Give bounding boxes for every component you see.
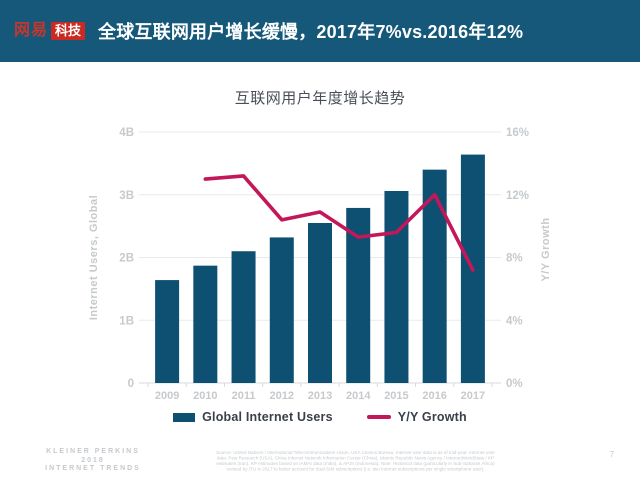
legend-item-yy-growth: Y/Y Growth [366,410,467,424]
right-axis-title: Y/Y Growth [540,217,552,281]
source-line: estimates (Iran), KP estimates based on … [216,461,495,466]
page-title: 全球互联网用户增长缓慢，2017年7%vs.2016年12% [98,22,524,42]
source-line: data: Pew Research (USA), China Internet… [216,455,495,461]
bar-2015 [384,190,409,383]
bar-2009 [155,280,180,383]
netease-tech-logo: 网易 科技 [14,22,86,40]
bar-2013 [308,222,332,383]
footer: KLEINER PERKINS 2018 INTERNET TRENDS Sou… [0,440,640,480]
right-axis-tick-label: 16% [506,127,529,139]
x-axis-label: 2016 [422,390,446,402]
bar-2014 [346,207,371,383]
legend-item-global-internet-users: Global Internet Users [173,410,333,424]
brand-line: INTERNET TRENDS [45,465,141,472]
internet-users-growth-chart: 0 0% 1B 4% 2B 8% 3B 12% 4B 16% 2009 2010 2011 2012 201… [88,127,552,402]
x-axis-label: 2017 [461,390,485,402]
x-axis-label: 2013 [308,390,332,402]
left-axis-tick-label: 0 [128,378,134,390]
page-number: 7 [609,450,615,459]
brand-line: 2018 [81,456,105,464]
chart-title: 互联网用户年度增长趋势 [234,90,406,107]
x-axis-label: 2009 [155,390,179,402]
legend-label: Y/Y Growth [397,410,467,424]
left-axis-title: Internet Users, Global [88,195,100,320]
left-axis-tick-label: 3B [119,190,134,202]
yy-growth-line [203,174,475,272]
right-axis-tick-label: 0% [506,378,523,390]
source-line: revised by ITU in 2017 to better account… [226,466,485,472]
legend-label: Global Internet Users [202,410,333,424]
right-axis-tick-label: 8% [506,253,523,265]
tech-logo-badge: 科技 [51,22,86,40]
chart-legend: Global Internet Users Y/Y Growth [0,406,640,428]
bar-2011 [231,251,256,383]
source-note: Source: United Nations / International T… [158,450,553,472]
left-axis-tick-label: 1B [119,315,134,327]
x-axis-label: 2010 [193,390,217,402]
line-series-swatch [366,415,391,419]
bar-2010 [193,265,218,383]
kleiner-perkins-brand: KLEINER PERKINS 2018 INTERNET TRENDS [14,448,172,474]
source-line: Source: United Nations / International T… [216,450,495,455]
left-axis-tick-label: 2B [119,253,134,265]
left-axis-tick-label: 4B [119,127,134,139]
netease-logo-text: 网易 [14,22,49,39]
bar-2012 [269,237,294,383]
x-axis-label: 2012 [270,390,294,402]
bar-2016 [422,169,447,383]
x-axis-label: 2014 [346,390,371,402]
header-banner: 网易 科技 全球互联网用户增长缓慢，2017年7%vs.2016年12% [0,0,640,62]
right-axis-tick-label: 4% [506,315,523,327]
bar-series-swatch [173,412,196,422]
brand-line: KLEINER PERKINS [46,448,140,455]
x-axis-label: 2011 [232,390,256,402]
x-axis-label: 2015 [384,390,408,402]
right-axis-tick-label: 12% [506,190,529,202]
